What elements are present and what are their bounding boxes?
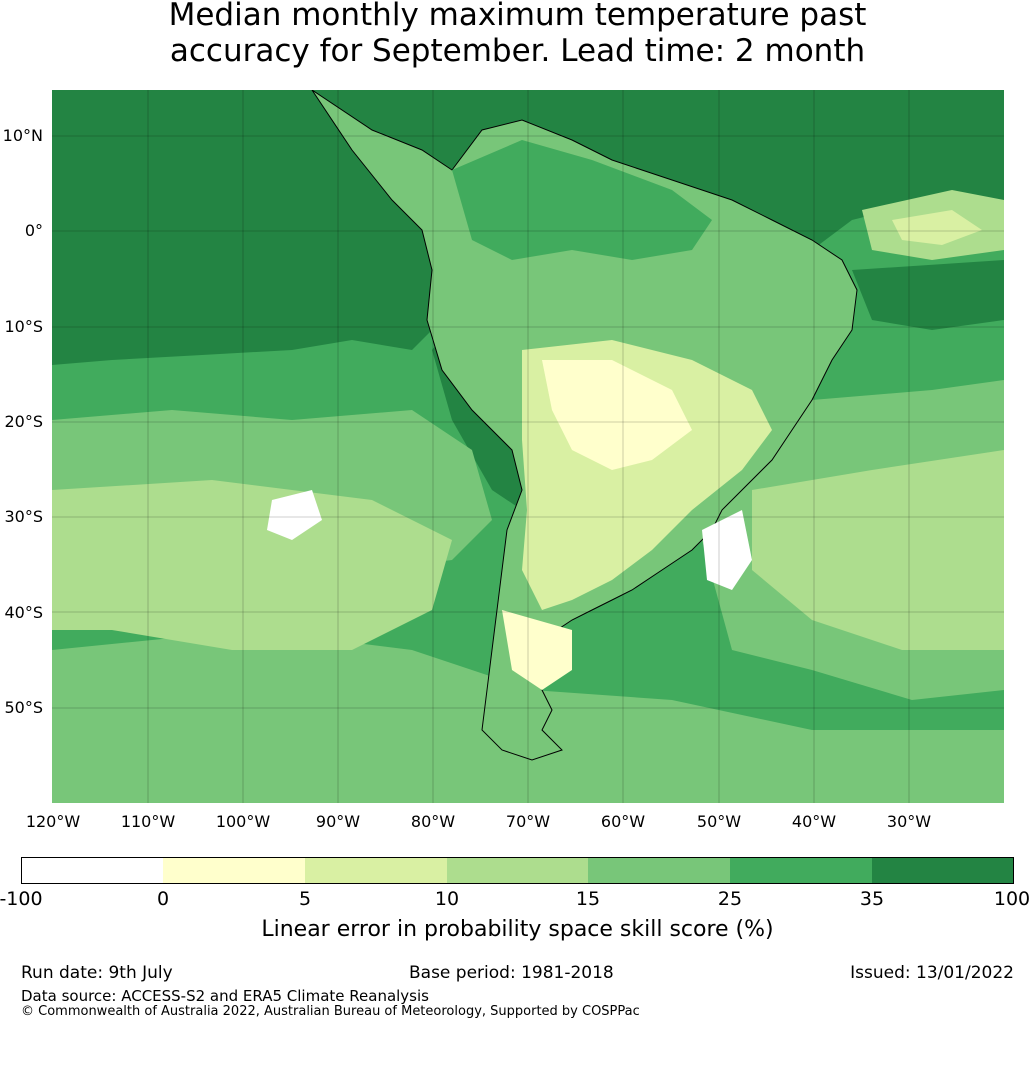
lat-label-10s: 10°S bbox=[4, 317, 43, 336]
lon-label-100w: 100°W bbox=[215, 812, 271, 831]
lon-label-70w: 70°W bbox=[505, 812, 551, 831]
skill-score-map bbox=[52, 90, 1004, 803]
colorbar-segment-5-10 bbox=[305, 857, 447, 884]
lat-label-0: 0° bbox=[24, 221, 43, 240]
colorbar-tick: -100 bbox=[0, 888, 43, 910]
colorbar-segment-35-100 bbox=[872, 857, 1014, 884]
white-patch-atlantic bbox=[702, 510, 752, 590]
colorbar-tick: 100 bbox=[993, 888, 1031, 910]
base-period: Base period: 1981-2018 bbox=[409, 963, 614, 983]
dark-atlantic-east bbox=[852, 260, 1004, 330]
colorbar bbox=[21, 857, 1014, 884]
land-green-north bbox=[452, 140, 712, 260]
lon-label-90w: 90°W bbox=[315, 812, 361, 831]
lat-label-30s: 30°S bbox=[4, 507, 43, 526]
colorbar-tick: 10 bbox=[434, 888, 460, 910]
lon-label-120w: 120°W bbox=[25, 812, 81, 831]
lon-label-80w: 80°W bbox=[410, 812, 456, 831]
light-green-band-atlantic bbox=[752, 450, 1004, 650]
data-source: Data source: ACCESS-S2 and ERA5 Climate … bbox=[21, 987, 429, 1005]
lat-label-10n: 10°N bbox=[2, 126, 43, 145]
colorbar-segment-25-35 bbox=[730, 857, 872, 884]
copyright: © Commonwealth of Australia 2022, Austra… bbox=[21, 1004, 640, 1019]
colorbar-tick: 35 bbox=[859, 888, 885, 910]
land-yellow-interior bbox=[542, 360, 692, 470]
issued-date: Issued: 13/01/2022 bbox=[850, 963, 1014, 983]
colorbar-segment-15-25 bbox=[588, 857, 730, 884]
white-patch-pacific bbox=[267, 490, 322, 540]
colorbar-tick: 5 bbox=[298, 888, 312, 910]
lon-label-50w: 50°W bbox=[696, 812, 742, 831]
chart-title-line-1: Median monthly maximum temperature past bbox=[168, 0, 867, 33]
lon-label-110w: 110°W bbox=[120, 812, 176, 831]
lon-label-40w: 40°W bbox=[791, 812, 837, 831]
light-green-band-pacific bbox=[52, 480, 452, 650]
colorbar-segment-neg bbox=[21, 857, 163, 884]
colorbar-label: Linear error in probability space skill … bbox=[261, 917, 774, 942]
chart-title-line-2: accuracy for September. Lead time: 2 mon… bbox=[169, 33, 866, 69]
colorbar-segment-10-15 bbox=[447, 857, 588, 884]
colorbar-tick: 25 bbox=[717, 888, 743, 910]
graticule bbox=[52, 90, 1004, 803]
colorbar-tick: 15 bbox=[575, 888, 601, 910]
lon-label-60w: 60°W bbox=[600, 812, 646, 831]
land-light-patagonia bbox=[502, 610, 572, 690]
pale-patch-north-atlantic bbox=[892, 210, 982, 245]
lon-label-30w: 30°W bbox=[886, 812, 932, 831]
run-date: Run date: 9th July bbox=[21, 963, 173, 983]
colorbar-segment-0-5 bbox=[163, 857, 305, 884]
lat-label-20s: 20°S bbox=[4, 412, 43, 431]
lat-label-50s: 50°S bbox=[4, 698, 43, 717]
lat-label-40s: 40°S bbox=[4, 603, 43, 622]
colorbar-tick: 0 bbox=[156, 888, 170, 910]
